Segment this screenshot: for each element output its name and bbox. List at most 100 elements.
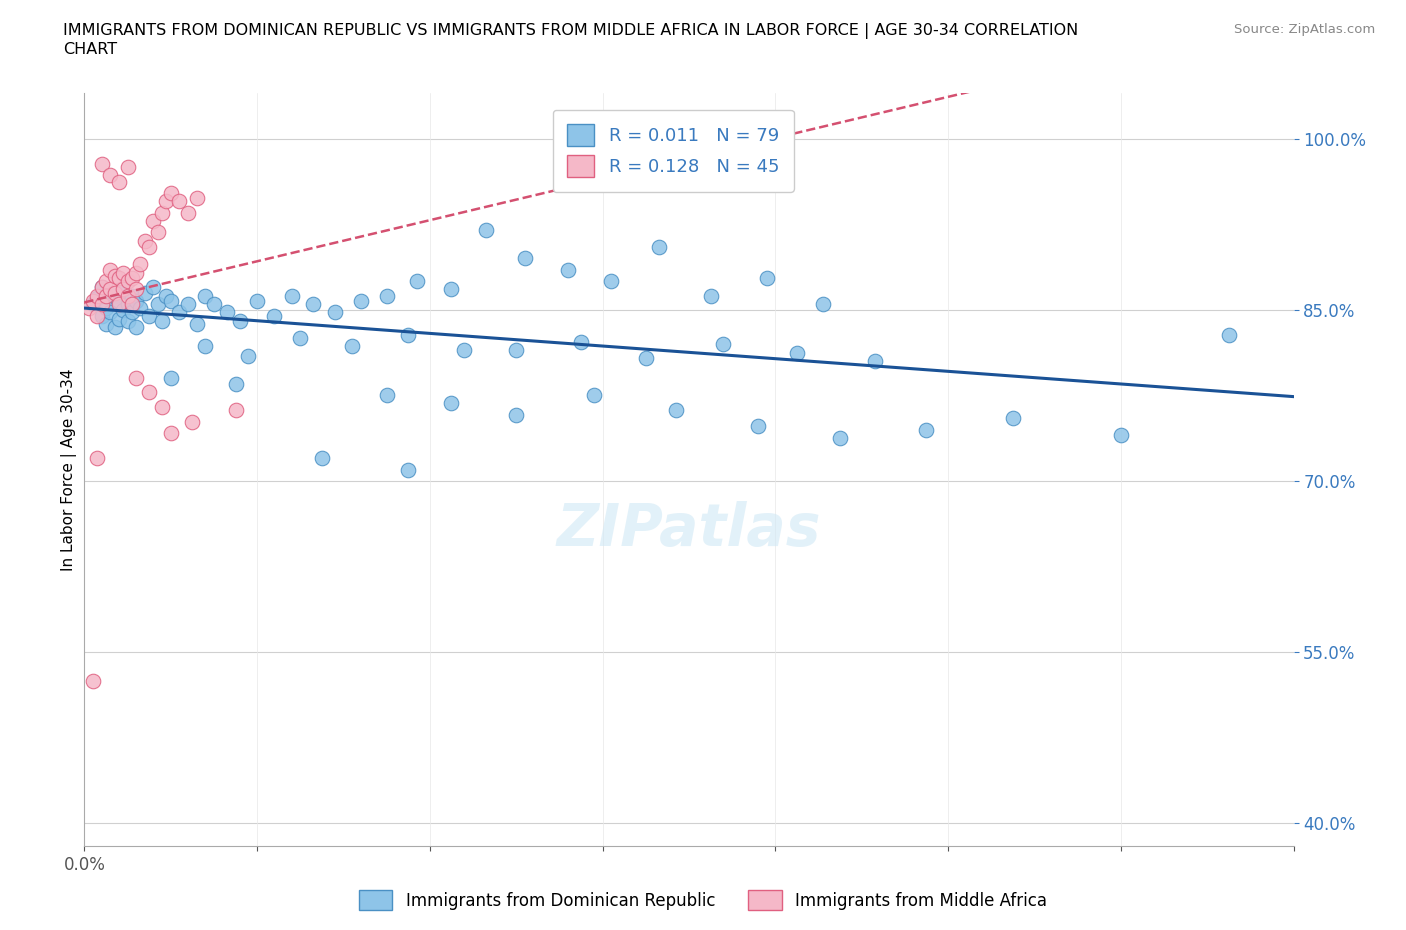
Point: [150, 313, 173, 328]
Y-axis label: In Labor Force | Age 30-34: In Labor Force | Age 30-34: [62, 368, 77, 571]
Point: [138, 308, 160, 323]
Point: [94, 316, 117, 331]
Point: [150, 206, 173, 220]
Point: [713, 337, 735, 352]
Text: ZIPatlas: ZIPatlas: [557, 501, 821, 558]
Point: [77, 300, 100, 315]
Point: [86, 308, 108, 323]
Point: [108, 312, 131, 326]
Point: [112, 302, 135, 317]
Point: [159, 186, 181, 201]
Point: [138, 240, 160, 255]
Point: [181, 414, 204, 429]
Point: [505, 407, 527, 422]
Point: [699, 288, 721, 303]
Point: [159, 371, 181, 386]
Point: [582, 388, 605, 403]
Point: [238, 348, 260, 363]
Point: [98, 305, 121, 320]
Point: [121, 271, 143, 286]
Point: [225, 377, 247, 392]
Point: [129, 257, 152, 272]
Point: [229, 313, 252, 328]
Point: [94, 300, 117, 315]
Point: [323, 305, 346, 320]
Point: [159, 426, 181, 441]
Point: [108, 175, 131, 190]
Point: [155, 288, 177, 303]
Point: [811, 297, 834, 312]
Point: [121, 297, 143, 312]
Point: [104, 320, 127, 335]
Point: [340, 339, 363, 353]
Point: [117, 288, 139, 303]
Point: [82, 297, 104, 312]
Point: [108, 297, 131, 312]
Point: [121, 288, 143, 303]
Point: [134, 286, 156, 300]
Point: [104, 268, 127, 283]
Point: [375, 288, 398, 303]
Point: [169, 194, 191, 209]
Point: [505, 342, 527, 357]
Point: [557, 262, 579, 277]
Point: [169, 305, 191, 320]
Point: [648, 240, 671, 255]
Point: [215, 305, 238, 320]
Point: [513, 251, 536, 266]
Point: [634, 351, 657, 365]
Point: [146, 297, 169, 312]
Point: [86, 291, 108, 306]
Point: [569, 335, 592, 350]
Point: [202, 297, 225, 312]
Point: [786, 346, 808, 361]
Point: [98, 262, 121, 277]
Point: [82, 673, 104, 688]
Point: [98, 286, 121, 300]
Point: [1218, 327, 1240, 342]
Point: [117, 297, 139, 312]
Point: [86, 451, 108, 466]
Point: [194, 288, 217, 303]
Text: IMMIGRANTS FROM DOMINICAN REPUBLIC VS IMMIGRANTS FROM MIDDLE AFRICA IN LABOR FOR: IMMIGRANTS FROM DOMINICAN REPUBLIC VS IM…: [63, 23, 1078, 39]
Point: [112, 282, 135, 297]
Point: [117, 313, 139, 328]
Point: [117, 273, 139, 288]
Point: [440, 282, 463, 297]
Point: [108, 271, 131, 286]
Point: [138, 385, 160, 400]
Point: [280, 288, 302, 303]
Point: [177, 206, 200, 220]
Point: [406, 273, 429, 288]
Point: [863, 353, 886, 368]
Point: [125, 320, 148, 335]
Point: [94, 273, 117, 288]
Point: [830, 431, 852, 445]
Point: [375, 388, 398, 403]
Point: [159, 293, 181, 308]
Point: [90, 297, 112, 312]
Point: [225, 403, 247, 418]
Point: [142, 280, 165, 295]
Point: [302, 297, 325, 312]
Point: [108, 293, 131, 308]
Point: [396, 462, 419, 477]
Point: [125, 371, 148, 386]
Point: [177, 297, 200, 312]
Point: [125, 266, 148, 281]
Point: [98, 282, 121, 297]
Point: [600, 273, 623, 288]
Point: [263, 308, 285, 323]
Point: [112, 266, 135, 281]
Point: [440, 396, 463, 411]
Point: [150, 399, 173, 414]
Text: Source: ZipAtlas.com: Source: ZipAtlas.com: [1234, 23, 1375, 36]
Point: [155, 194, 177, 209]
Point: [146, 225, 169, 240]
Point: [86, 288, 108, 303]
Point: [246, 293, 269, 308]
Text: CHART: CHART: [63, 42, 117, 57]
Point: [129, 300, 152, 315]
Point: [453, 342, 475, 357]
Legend: Immigrants from Dominican Republic, Immigrants from Middle Africa: Immigrants from Dominican Republic, Immi…: [353, 884, 1053, 917]
